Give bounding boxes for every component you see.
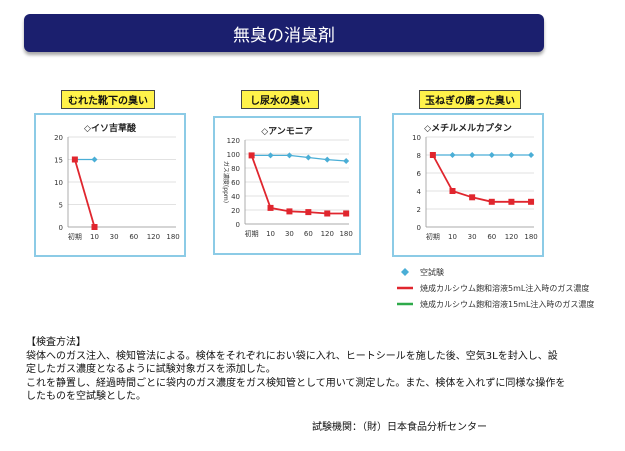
x-tick-label: 120 bbox=[321, 230, 334, 238]
y-tick-label: 8 bbox=[417, 152, 421, 160]
legend-item-blank: 空試験 bbox=[396, 264, 594, 280]
y-tick-label: 60 bbox=[231, 179, 240, 187]
data-point bbox=[324, 156, 331, 163]
x-tick-label: 180 bbox=[339, 230, 352, 238]
data-point bbox=[248, 152, 255, 159]
chart-panel-isovaleric: ◇イソ吉草酸 0 5 10 15 20 初期 10 30 60 120 180 bbox=[34, 113, 186, 257]
x-tick-label: 30 bbox=[110, 233, 119, 241]
data-point bbox=[305, 154, 312, 161]
legend-green-line-icon bbox=[397, 302, 413, 306]
method-paragraph-1: 袋体へのガス注入、検知管法による。検体をそれぞれにおい袋に入れ、ヒートシールを施… bbox=[26, 350, 558, 376]
y-tick-label: 5 bbox=[59, 202, 63, 210]
y-tick-label: 10 bbox=[54, 179, 63, 187]
y-tick-label: 20 bbox=[231, 207, 240, 215]
page-title: 無臭の消臭剤 bbox=[24, 14, 544, 52]
y-tick-label: 4 bbox=[417, 188, 422, 196]
chart-panel-ammonia: ◇アンモニア 0 20 40 60 80 100 120 初期 10 30 60 120 180 ガス濃度… bbox=[213, 116, 361, 255]
data-point bbox=[449, 188, 456, 194]
data-point bbox=[324, 210, 331, 217]
data-point bbox=[71, 156, 78, 163]
series-line bbox=[74, 159, 96, 228]
x-tick-label: 30 bbox=[468, 233, 477, 241]
y-tick-label: 6 bbox=[417, 170, 422, 178]
data-point bbox=[469, 152, 476, 158]
y-axis-label: ガス濃度(ppm) bbox=[222, 161, 230, 203]
x-tick-label: 10 bbox=[90, 233, 99, 241]
data-point bbox=[91, 224, 98, 230]
legend-item-5ml: 焼成カルシウム飽和溶液5mL注入時のガス濃度 bbox=[396, 280, 594, 296]
legend-label-15ml: 焼成カルシウム飽和溶液15mL注入時のガス濃度 bbox=[420, 299, 595, 309]
method-paragraph-2: これを静置し、経過時間ごとに袋内のガス濃度をガス検知管として用いて測定した。また… bbox=[26, 377, 566, 403]
y-tick-label: 40 bbox=[231, 193, 240, 201]
series-treatment bbox=[248, 152, 350, 217]
method-heading: 【検査方法】 bbox=[26, 337, 86, 348]
data-point bbox=[267, 204, 274, 211]
x-tick-label: 初期 bbox=[245, 229, 259, 238]
data-point bbox=[91, 156, 98, 163]
chart-ammonia: 0 20 40 60 80 100 120 初期 10 30 60 120 180 ガス濃度(ppm) bbox=[222, 137, 353, 238]
data-point bbox=[267, 152, 274, 159]
chart-isovaleric: 0 5 10 15 20 初期 10 30 60 120 180 bbox=[54, 134, 180, 241]
legend-item-15ml: 焼成カルシウム飽和溶液15mL注入時のガス濃度 bbox=[396, 296, 594, 312]
data-point bbox=[528, 152, 535, 158]
data-point bbox=[449, 152, 456, 158]
legend-label-5ml: 焼成カルシウム飽和溶液5mL注入時のガス濃度 bbox=[420, 283, 590, 293]
y-tick-label: 120 bbox=[227, 137, 240, 145]
chart-title-ammonia: ◇アンモニア bbox=[261, 127, 313, 137]
y-tick-label: 2 bbox=[417, 206, 421, 214]
x-tick-label: 10 bbox=[448, 233, 457, 241]
data-point bbox=[286, 152, 293, 159]
y-tick-label: 100 bbox=[227, 151, 240, 159]
data-point bbox=[488, 152, 495, 158]
chart-title-isovaleric: ◇イソ吉草酸 bbox=[84, 124, 136, 134]
data-point bbox=[343, 210, 350, 217]
panel-label-socks: むれた靴下の臭い bbox=[61, 90, 155, 109]
y-tick-label: 0 bbox=[417, 224, 421, 232]
chart-title-methylmercaptan: ◇メチルメルカプタン bbox=[424, 124, 512, 134]
test-method: 【検査方法】 袋体へのガス注入、検知管法による。検体をそれぞれにおい袋に入れ、ヒ… bbox=[26, 336, 566, 404]
y-tick-label: 80 bbox=[231, 165, 240, 173]
test-institute: 試験機関：（財）日本食品分析センター bbox=[312, 422, 487, 433]
data-point bbox=[488, 198, 495, 205]
legend-label-blank: 空試験 bbox=[420, 267, 444, 277]
data-point bbox=[286, 208, 293, 215]
legend-diamond-icon bbox=[401, 268, 409, 276]
data-point bbox=[343, 158, 350, 164]
y-tick-label: 0 bbox=[236, 221, 240, 229]
x-tick-label: 60 bbox=[129, 233, 138, 241]
legend-red-line-icon bbox=[397, 286, 413, 290]
data-point bbox=[508, 198, 515, 205]
chart-panel-methylmercaptan: ◇メチルメルカプタン 0 2 4 6 8 10 初期 10 30 60 120 180 bbox=[392, 113, 544, 257]
data-point bbox=[305, 209, 312, 216]
x-tick-label: 60 bbox=[487, 233, 496, 241]
series-line bbox=[251, 154, 347, 162]
series-line bbox=[250, 155, 347, 215]
data-point bbox=[508, 152, 515, 158]
chart-legend: 空試験 焼成カルシウム飽和溶液5mL注入時のガス濃度 焼成カルシウム飽和溶液15… bbox=[396, 264, 594, 312]
series-line bbox=[432, 154, 532, 203]
series-blank bbox=[429, 152, 535, 158]
x-tick-label: 180 bbox=[166, 233, 179, 241]
x-tick-label: 初期 bbox=[426, 232, 440, 241]
x-tick-label: 120 bbox=[505, 233, 518, 241]
chart-methylmercaptan: 0 2 4 6 8 10 初期 10 30 60 120 180 bbox=[412, 134, 538, 241]
panel-label-onion: 玉ねぎの腐った臭い bbox=[419, 90, 521, 109]
series-treatment bbox=[429, 152, 535, 205]
y-tick-label: 20 bbox=[54, 134, 63, 142]
data-point bbox=[528, 198, 535, 205]
data-point bbox=[429, 152, 436, 158]
x-tick-label: 30 bbox=[285, 230, 294, 238]
data-point bbox=[469, 194, 476, 201]
y-tick-label: 0 bbox=[59, 224, 63, 232]
y-tick-label: 10 bbox=[412, 134, 421, 142]
x-tick-label: 初期 bbox=[68, 232, 82, 241]
x-tick-label: 60 bbox=[304, 230, 313, 238]
x-tick-label: 10 bbox=[266, 230, 275, 238]
panel-label-urine: し尿水の臭い bbox=[241, 90, 319, 109]
x-tick-label: 180 bbox=[524, 233, 537, 241]
x-tick-label: 120 bbox=[147, 233, 160, 241]
series-treatment bbox=[71, 156, 98, 230]
y-tick-label: 15 bbox=[54, 157, 63, 165]
